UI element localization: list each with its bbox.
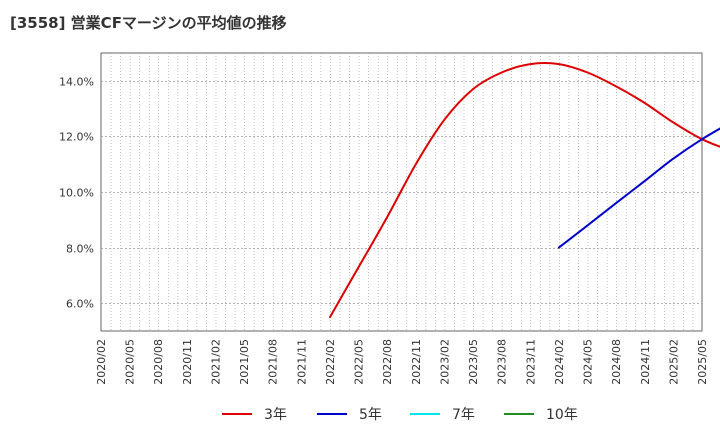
x-tick-label: 2020/05 bbox=[124, 339, 137, 385]
x-tick-label: 2024/08 bbox=[610, 339, 623, 385]
y-tick-label: 6.0% bbox=[66, 298, 94, 311]
legend-label-4: 10年 bbox=[546, 407, 578, 423]
x-tick-label: 2021/02 bbox=[209, 339, 222, 385]
chart-title: [3558] 営業CFマージンの平均値の推移 bbox=[10, 14, 287, 32]
legend-label-2: 5年 bbox=[359, 407, 382, 423]
x-tick-label: 2020/02 bbox=[95, 339, 108, 385]
series-line-2 bbox=[557, 127, 720, 249]
x-tick-label: 2023/11 bbox=[524, 339, 537, 385]
x-tick-label: 2022/05 bbox=[353, 339, 366, 385]
x-tick-label: 2025/02 bbox=[667, 339, 680, 385]
x-tick-label: 2020/11 bbox=[181, 339, 194, 385]
y-tick-label: 10.0% bbox=[59, 187, 94, 200]
x-tick-label: 2021/05 bbox=[238, 339, 251, 385]
x-tick-label: 2021/11 bbox=[295, 339, 308, 385]
x-tick-label: 2023/08 bbox=[496, 339, 509, 385]
x-tick-label: 2023/05 bbox=[467, 339, 480, 385]
x-tick-label: 2025/05 bbox=[696, 339, 709, 385]
x-tick-label: 2022/02 bbox=[324, 339, 337, 385]
legend-label-1: 3年 bbox=[264, 407, 287, 423]
legend-label-3: 7年 bbox=[452, 407, 475, 423]
y-tick-label: 12.0% bbox=[59, 131, 94, 144]
y-tick-label: 8.0% bbox=[66, 243, 94, 256]
x-tick-label: 2022/08 bbox=[381, 339, 394, 385]
x-tick-label: 2024/02 bbox=[553, 339, 566, 385]
x-tick-label: 2024/05 bbox=[582, 339, 595, 385]
x-tick-label: 2021/08 bbox=[267, 339, 280, 385]
x-tick-label: 2020/08 bbox=[152, 339, 165, 385]
y-tick-label: 14.0% bbox=[59, 76, 94, 89]
x-tick-label: 2023/02 bbox=[438, 339, 451, 385]
series-line-1 bbox=[329, 62, 720, 319]
x-tick-label: 2024/11 bbox=[639, 339, 652, 385]
x-tick-label: 2022/11 bbox=[410, 339, 423, 385]
